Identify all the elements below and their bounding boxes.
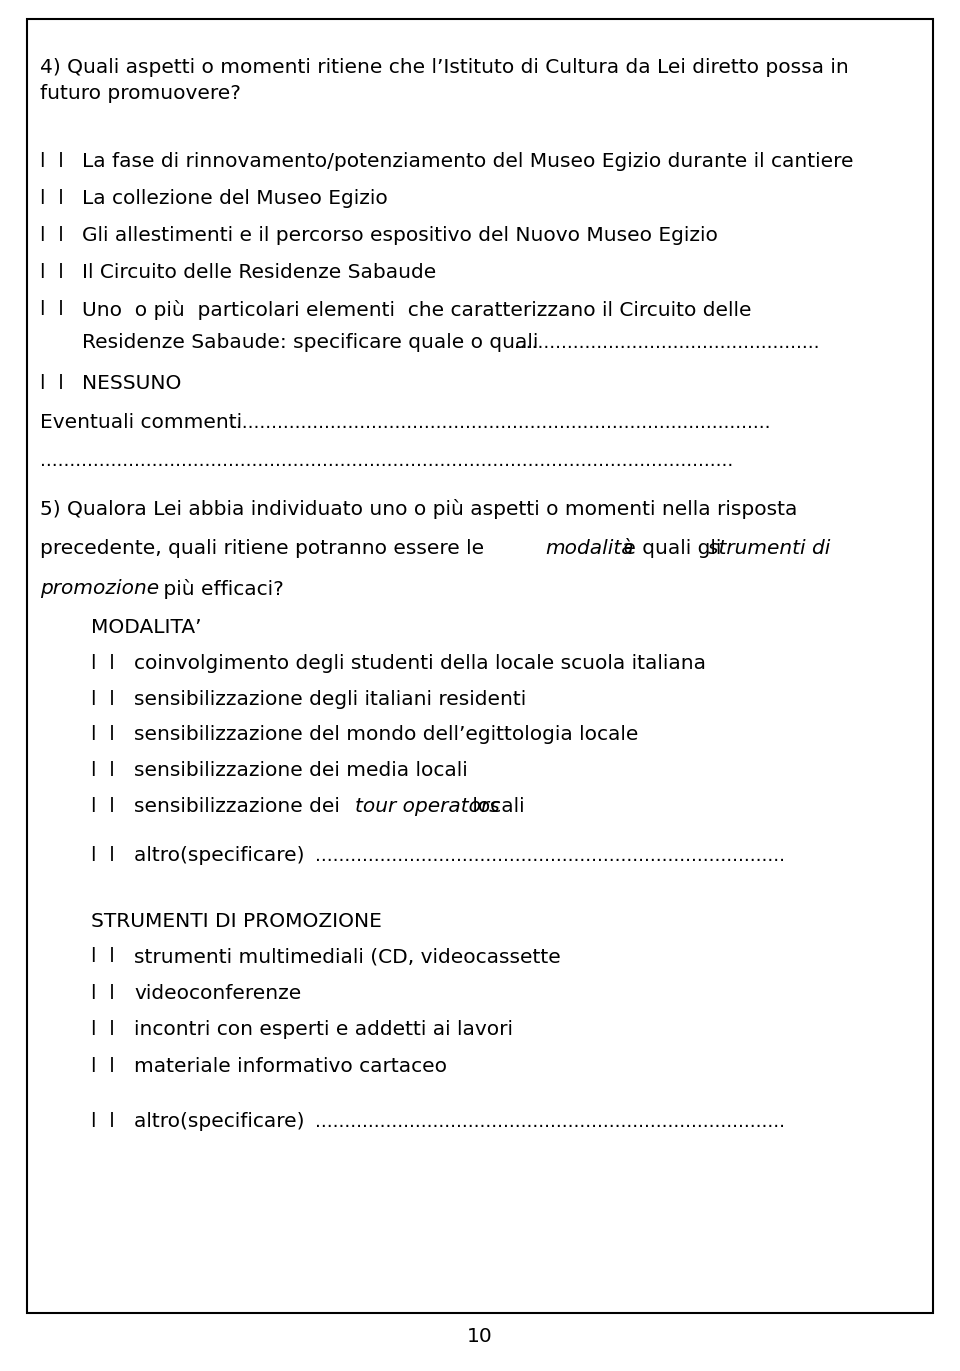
Text: 5) Qualora Lei abbia individuato uno o più aspetti o momenti nella risposta: 5) Qualora Lei abbia individuato uno o p… bbox=[40, 499, 798, 520]
Text: Residenze Sabaude: specificare quale o quali: Residenze Sabaude: specificare quale o q… bbox=[82, 333, 538, 352]
Text: 10: 10 bbox=[468, 1327, 492, 1346]
Text: l  l: l l bbox=[91, 725, 115, 744]
Text: MODALITA’: MODALITA’ bbox=[91, 618, 202, 638]
Text: STRUMENTI DI PROMOZIONE: STRUMENTI DI PROMOZIONE bbox=[91, 912, 382, 931]
Text: l  l: l l bbox=[91, 761, 115, 780]
Text: precedente, quali ritiene potranno essere le: precedente, quali ritiene potranno esser… bbox=[40, 539, 491, 558]
Text: l  l: l l bbox=[91, 947, 115, 967]
Text: l  l: l l bbox=[91, 690, 115, 709]
Text: altro(specificare): altro(specificare) bbox=[134, 846, 311, 865]
Text: Gli allestimenti e il percorso espositivo del Nuovo Museo Egizio: Gli allestimenti e il percorso espositiv… bbox=[82, 226, 717, 245]
Text: strumenti di: strumenti di bbox=[708, 539, 830, 558]
Text: altro(specificare): altro(specificare) bbox=[134, 1112, 311, 1131]
Text: l  l: l l bbox=[91, 1057, 115, 1076]
Text: Eventuali commenti: Eventuali commenti bbox=[40, 413, 243, 432]
Text: tour operators: tour operators bbox=[355, 797, 500, 816]
Text: ................................................................................: ........................................… bbox=[315, 1112, 785, 1131]
Text: sensibilizzazione degli italiani residenti: sensibilizzazione degli italiani residen… bbox=[134, 690, 527, 709]
Text: promozione: promozione bbox=[40, 579, 159, 598]
Text: incontri con esperti e addetti ai lavori: incontri con esperti e addetti ai lavori bbox=[134, 1020, 514, 1039]
Text: Uno  o più  particolari elementi  che caratterizzano il Circuito delle: Uno o più particolari elementi che carat… bbox=[82, 300, 751, 319]
Text: coinvolgimento degli studenti della locale scuola italiana: coinvolgimento degli studenti della loca… bbox=[134, 654, 707, 673]
Text: l  l: l l bbox=[40, 152, 64, 171]
Text: modalità: modalità bbox=[545, 539, 634, 558]
Text: l  l: l l bbox=[40, 263, 64, 282]
Text: Il Circuito delle Residenze Sabaude: Il Circuito delle Residenze Sabaude bbox=[82, 263, 436, 282]
Text: e quali gli: e quali gli bbox=[617, 539, 728, 558]
Text: ................................................................................: ........................................… bbox=[315, 846, 785, 865]
Text: l  l: l l bbox=[91, 1112, 115, 1131]
Text: 4) Quali aspetti o momenti ritiene che l’Istituto di Cultura da Lei diretto poss: 4) Quali aspetti o momenti ritiene che l… bbox=[40, 58, 849, 103]
Text: l  l: l l bbox=[91, 984, 115, 1004]
Text: l  l: l l bbox=[40, 226, 64, 245]
Text: sensibilizzazione del mondo dell’egittologia locale: sensibilizzazione del mondo dell’egittol… bbox=[134, 725, 638, 744]
Text: l  l: l l bbox=[91, 797, 115, 816]
Text: La fase di rinnovamento/potenziamento del Museo Egizio durante il cantiere: La fase di rinnovamento/potenziamento de… bbox=[82, 152, 853, 171]
Text: sensibilizzazione dei media locali: sensibilizzazione dei media locali bbox=[134, 761, 468, 780]
Text: videoconferenze: videoconferenze bbox=[134, 984, 301, 1004]
Text: l  l: l l bbox=[91, 654, 115, 673]
Text: l  l: l l bbox=[40, 374, 64, 393]
Text: l  l: l l bbox=[40, 300, 64, 319]
Text: ....................................................: ........................................… bbox=[514, 333, 819, 352]
Text: locali: locali bbox=[466, 797, 524, 816]
Text: ................................................................................: ........................................… bbox=[230, 413, 771, 432]
Text: La collezione del Museo Egizio: La collezione del Museo Egizio bbox=[82, 189, 387, 208]
Text: l  l: l l bbox=[91, 846, 115, 865]
Text: sensibilizzazione dei: sensibilizzazione dei bbox=[134, 797, 347, 816]
Text: l  l: l l bbox=[40, 189, 64, 208]
Text: l  l: l l bbox=[91, 1020, 115, 1039]
Text: ................................................................................: ........................................… bbox=[40, 451, 733, 470]
Text: strumenti multimediali (CD, videocassette: strumenti multimediali (CD, videocassett… bbox=[134, 947, 562, 967]
Text: materiale informativo cartaceo: materiale informativo cartaceo bbox=[134, 1057, 447, 1076]
Text: più efficaci?: più efficaci? bbox=[157, 579, 284, 599]
Text: NESSUNO: NESSUNO bbox=[82, 374, 181, 393]
